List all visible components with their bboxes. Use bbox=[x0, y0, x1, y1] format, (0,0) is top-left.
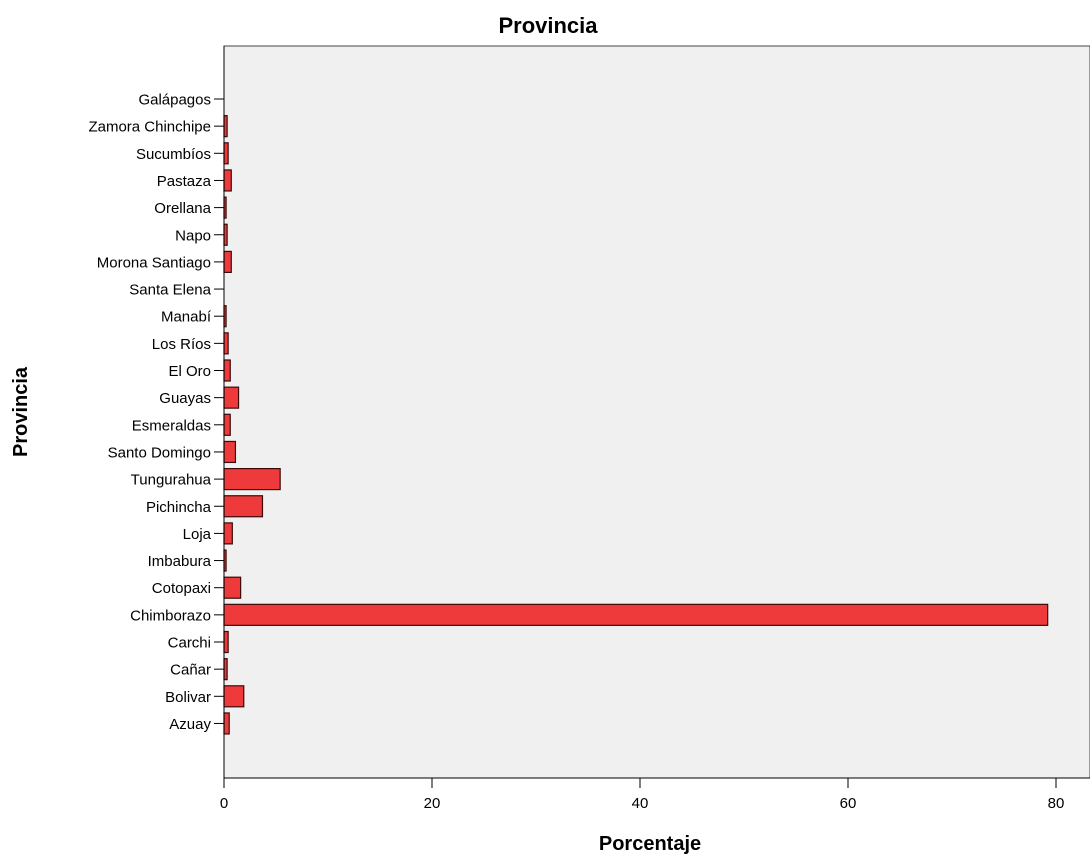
x-tick-label-60: 60 bbox=[840, 795, 857, 812]
y-tick-label-canar: Cañar bbox=[170, 662, 211, 679]
y-tick-label-los-rios: Los Ríos bbox=[152, 336, 211, 353]
x-axis-ticks: 0 20 40 60 80 bbox=[220, 778, 1065, 812]
y-tick-label-galapagos: Galápagos bbox=[138, 92, 211, 109]
y-tick-label-guayas: Guayas bbox=[159, 390, 211, 407]
bar-morona-santiago bbox=[223, 250, 232, 273]
y-axis-label: Provincia bbox=[10, 366, 32, 457]
x-tick-label-80: 80 bbox=[1048, 795, 1065, 812]
y-tick-label-zamora-chinchipe: Zamora Chinchipe bbox=[88, 119, 211, 136]
bar-pichincha bbox=[223, 495, 264, 518]
y-tick-label-manabi: Manabí bbox=[161, 309, 212, 326]
y-axis-ticks: Galápagos Zamora Chinchipe Sucumbíos Pastaz… bbox=[88, 92, 224, 733]
chart-title: Provincia bbox=[498, 13, 598, 38]
y-tick-label-morona-santiago: Morona Santiago bbox=[97, 254, 211, 271]
bar-esmeraldas bbox=[223, 413, 231, 436]
y-tick-label-pastaza: Pastaza bbox=[157, 173, 212, 190]
y-tick-label-azuay: Azuay bbox=[169, 716, 211, 733]
bar-tungurahua bbox=[223, 468, 281, 491]
y-tick-label-santo-domingo: Santo Domingo bbox=[108, 444, 211, 461]
y-tick-label-napo: Napo bbox=[175, 227, 211, 244]
y-tick-label-sucumbios: Sucumbíos bbox=[136, 146, 211, 163]
plot-background bbox=[223, 45, 1090, 779]
bar-azuay bbox=[223, 712, 230, 735]
bar-pastaza bbox=[223, 169, 232, 192]
bar-chimborazo bbox=[223, 603, 1049, 626]
y-tick-label-orellana: Orellana bbox=[154, 200, 211, 217]
x-tick-label-20: 20 bbox=[424, 795, 441, 812]
y-tick-label-bolivar: Bolivar bbox=[165, 689, 211, 706]
y-tick-label-cotopaxi: Cotopaxi bbox=[152, 580, 211, 597]
bar-carchi bbox=[223, 630, 229, 654]
bar-los-rios bbox=[223, 332, 229, 355]
bars-layer bbox=[223, 115, 1049, 735]
x-tick-label-0: 0 bbox=[220, 795, 228, 812]
bar-bolivar bbox=[223, 685, 245, 708]
y-tick-label-chimborazo: Chimborazo bbox=[130, 607, 211, 624]
y-tick-label-el-oro: El Oro bbox=[168, 363, 211, 380]
bar-santo-domingo bbox=[223, 440, 237, 464]
y-tick-label-pichincha: Pichincha bbox=[146, 499, 212, 516]
y-tick-label-santa-elena: Santa Elena bbox=[129, 282, 211, 299]
x-axis-label: Porcentaje bbox=[599, 833, 701, 855]
bar-el-oro bbox=[223, 359, 231, 382]
y-tick-label-tungurahua: Tungurahua bbox=[131, 472, 212, 489]
y-tick-label-carchi: Carchi bbox=[168, 635, 211, 652]
bar-sucumbios bbox=[223, 142, 229, 165]
y-tick-label-esmeraldas: Esmeraldas bbox=[132, 417, 211, 434]
y-tick-label-imbabura: Imbabura bbox=[148, 553, 212, 570]
bar-guayas bbox=[223, 386, 240, 409]
x-tick-label-40: 40 bbox=[632, 795, 649, 812]
bar-cotopaxi bbox=[223, 576, 242, 599]
y-tick-label-loja: Loja bbox=[183, 526, 212, 543]
bar-loja bbox=[223, 522, 233, 545]
